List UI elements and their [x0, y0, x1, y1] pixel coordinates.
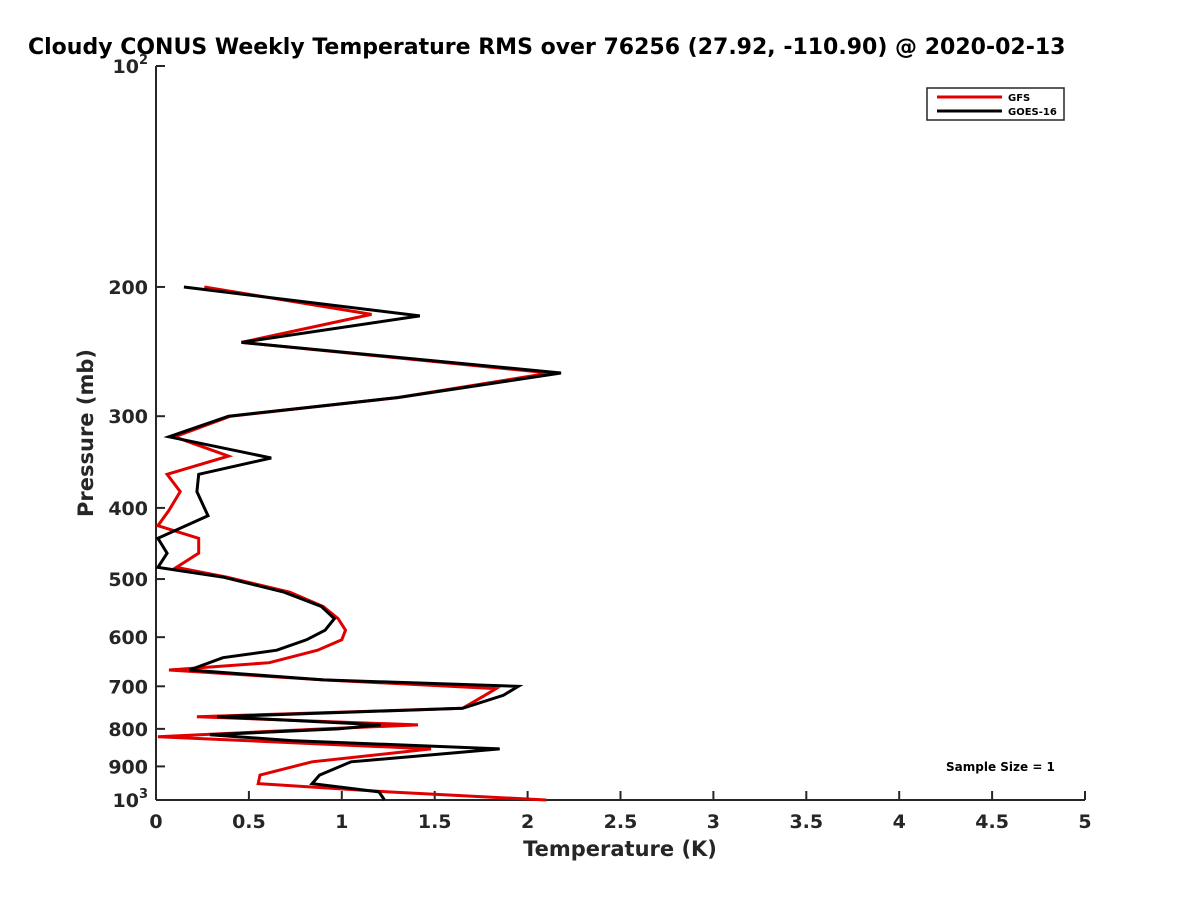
y-tick-label: 102: [113, 53, 149, 78]
x-tick-label: 4.5: [975, 811, 1009, 833]
legend-label-goes-16: GOES-16: [1008, 107, 1057, 118]
x-tick-label: 0: [149, 811, 162, 833]
y-tick-label: 200: [108, 277, 148, 299]
y-axis-label: Pressure (mb): [74, 349, 98, 517]
x-tick-label: 0.5: [232, 811, 266, 833]
legend-box: [926, 87, 1065, 121]
x-tick-label: 5: [1078, 811, 1091, 833]
chart-title: Cloudy CONUS Weekly Temperature RMS over…: [28, 35, 1065, 60]
y-tick-label: 700: [108, 676, 148, 698]
legend-label-gfs: GFS: [1008, 93, 1030, 104]
x-tick-label: 1: [335, 811, 348, 833]
x-tick-label: 1.5: [418, 811, 452, 833]
legend: GFS GOES-16: [926, 87, 1065, 121]
x-tick-label: 2: [521, 811, 534, 833]
x-tick-label: 2.5: [604, 811, 638, 833]
plot-area: 0 0.5 1 1.5 2 2.5 3 3.5 4 4.5 5 102 200 300 400 500 600…: [108, 53, 1091, 833]
y-tick-label: 103: [113, 787, 149, 812]
x-tick-label: 3.5: [789, 811, 823, 833]
x-tick-label: 3: [707, 811, 720, 833]
series-lines: [155, 285, 562, 802]
y-tick-label: 500: [108, 569, 148, 591]
y-tick-label: 600: [108, 627, 148, 649]
x-axis-label: Temperature (K): [523, 837, 717, 861]
y-ticks: 102 200 300 400 500 600 700 800 900 103: [108, 53, 165, 812]
x-ticks: 0 0.5 1 1.5 2 2.5 3 3.5 4 4.5 5: [149, 791, 1092, 833]
y-tick-label: 300: [108, 406, 148, 428]
series-line-goes-16: [155, 285, 562, 801]
y-tick-label: 800: [108, 719, 148, 741]
x-tick-label: 4: [893, 811, 906, 833]
y-tick-label: 400: [108, 498, 148, 520]
y-tick-label: 900: [108, 756, 148, 778]
sample-size-annotation: Sample Size = 1: [946, 760, 1055, 774]
